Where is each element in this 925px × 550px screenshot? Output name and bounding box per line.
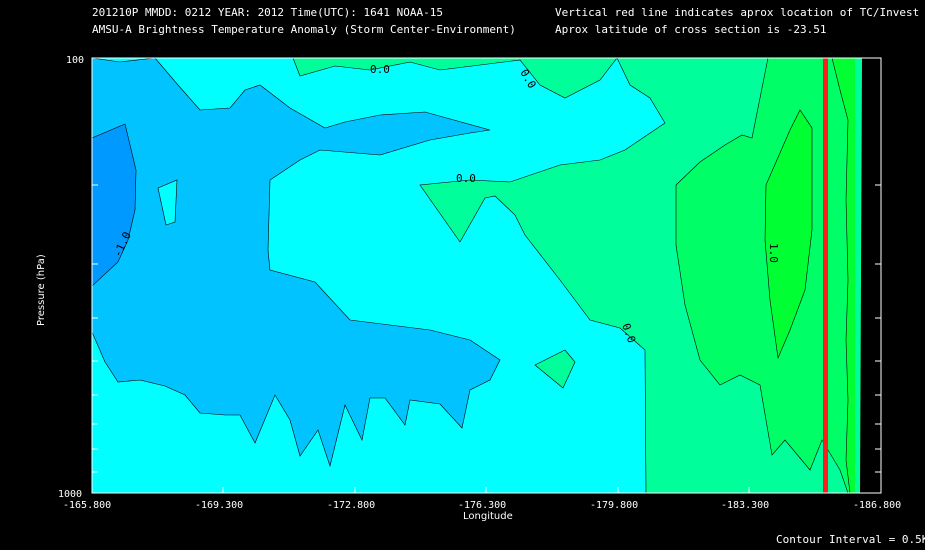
band-0-0-island	[534, 349, 576, 389]
band-1-0	[764, 109, 813, 360]
x-tick-label: -169.300	[195, 500, 243, 511]
header-line-2: AMSU-A Brightness Temperature Anomaly (S…	[92, 23, 516, 36]
contour-label: 1.0	[767, 243, 780, 263]
x-tick-label: -183.300	[721, 500, 769, 511]
contour-label: 0.0	[619, 322, 638, 345]
contour-label: 0.0	[370, 63, 390, 76]
contour-label: 0.0	[456, 172, 476, 185]
x-tick-label: -186.800	[853, 500, 901, 511]
x-axis-label: Longitude	[463, 511, 513, 522]
y-tick-label-100: 100	[66, 55, 84, 66]
contour-fills	[92, 58, 881, 493]
y-axis-label: Pressure (hPa)	[36, 254, 47, 326]
contour-interval-label: Contour Interval = 0.5K	[776, 533, 925, 546]
band-minus-1-0-left	[92, 58, 501, 468]
header-line-1: 201210P MMDD: 0212 YEAR: 2012 Time(UTC):…	[92, 6, 443, 19]
x-tick-label: -172.800	[327, 500, 375, 511]
header-line-4: Aprox latitude of cross section is -23.5…	[555, 23, 827, 36]
x-axis-ticks	[222, 487, 750, 493]
band-cyan-hole	[157, 179, 178, 226]
right-edge-teal	[855, 58, 862, 493]
x-tick-label: -165.800	[63, 500, 111, 511]
storm-center-line	[823, 58, 828, 493]
header-line-3: Vertical red line indicates aprox locati…	[555, 6, 920, 19]
y-axis-ticks	[92, 184, 881, 473]
x-tick-label: -179.800	[590, 500, 638, 511]
y-tick-label-1000: 1000	[58, 489, 82, 500]
x-tick-label: -176.300	[458, 500, 506, 511]
band-minus-1-5	[92, 123, 137, 287]
